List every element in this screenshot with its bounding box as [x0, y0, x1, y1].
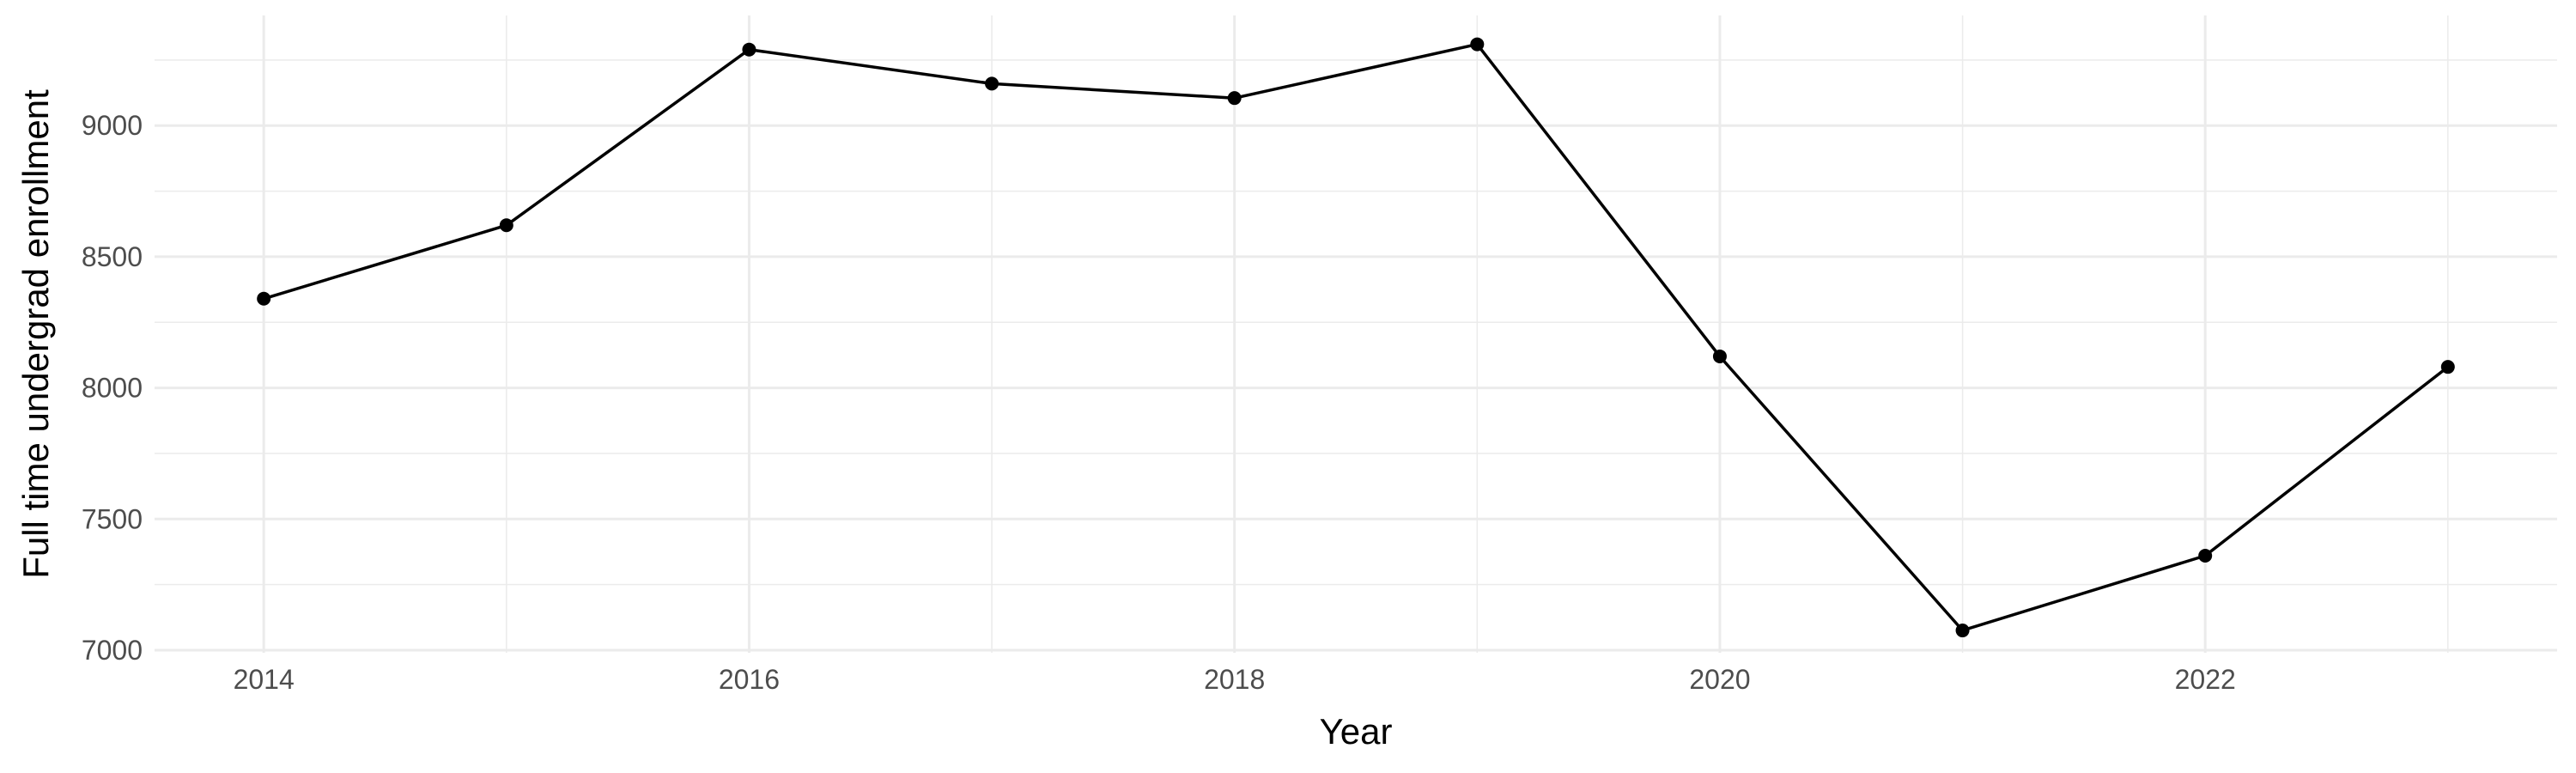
y-axis-title: Full time undergrad enrollment [15, 89, 56, 579]
x-tick-label: 2014 [234, 664, 295, 695]
x-tick-label: 2018 [1204, 664, 1265, 695]
x-tick-label: 2022 [2175, 664, 2236, 695]
data-point [985, 76, 999, 91]
data-points [257, 37, 2455, 638]
data-point [2198, 549, 2213, 563]
data-point [499, 218, 513, 233]
y-tick-label: 8500 [82, 241, 143, 272]
data-point [1712, 349, 1727, 363]
y-tick-label: 7500 [82, 503, 143, 534]
data-point [2440, 360, 2455, 374]
x-axis-title: Year [1320, 711, 1393, 752]
y-tick-label: 8000 [82, 373, 143, 404]
y-axis-tick-labels: 7000 7500 8000 8500 9000 [82, 110, 143, 666]
data-point [1470, 37, 1485, 52]
data-point [257, 291, 271, 306]
grid-lines [155, 15, 2557, 653]
y-tick-label: 9000 [82, 110, 143, 141]
series-line [263, 42, 2449, 632]
x-tick-label: 2020 [1689, 664, 1750, 695]
series-line-layer [263, 42, 2449, 632]
x-tick-label: 2016 [719, 664, 780, 695]
data-point [1227, 91, 1242, 106]
x-axis-tick-labels: 2014 2016 2018 2020 2022 [234, 664, 2236, 695]
data-point [742, 42, 756, 57]
data-point [1955, 624, 1970, 638]
y-tick-label: 7000 [82, 635, 143, 666]
